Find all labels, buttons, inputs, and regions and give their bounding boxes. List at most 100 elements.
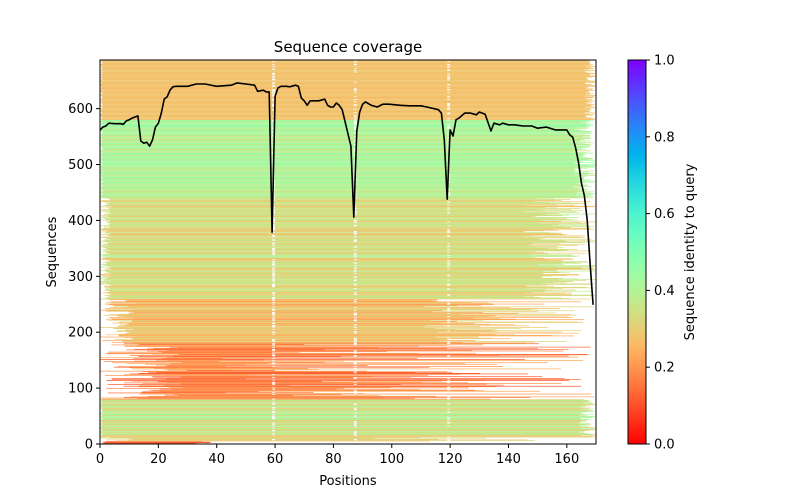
heatmap-gap [353,439,357,441]
heatmap-gap [353,293,357,295]
heatmap-row [101,209,572,210]
heatmap-row [147,347,450,349]
heatmap-gap [447,66,451,68]
heatmap-gap [447,66,451,67]
heatmap-row [101,138,582,140]
heatmap-row [102,403,584,405]
heatmap-row [100,171,589,173]
heatmap-row [123,382,468,384]
heatmap-gap [447,87,451,89]
heatmap-row [100,70,591,72]
heatmap-row [103,243,585,245]
heatmap-gap [272,73,276,75]
heatmap-row [100,85,588,87]
heatmap-row [100,407,580,408]
heatmap-row [102,240,596,242]
heatmap-gap [353,363,357,365]
heatmap-gap [353,144,357,146]
heatmap-gap [353,340,357,342]
heatmap-row [102,181,579,182]
heatmap-row [100,276,543,278]
heatmap-gap [353,423,357,425]
heatmap-row [101,189,584,190]
heatmap-row [109,290,593,292]
heatmap-gap [447,193,451,195]
heatmap-gap [447,137,451,138]
heatmap-gap [272,407,276,409]
heatmap-row [110,302,489,304]
heatmap-row [100,434,592,436]
heatmap-row [101,161,575,163]
heatmap-row [118,316,489,317]
heatmap-row [102,177,585,179]
heatmap-row [102,127,576,129]
heatmap-row [100,370,368,372]
heatmap-gap [353,221,357,223]
heatmap-gap [353,71,357,73]
heatmap-row [102,400,588,402]
heatmap-gap [447,119,451,121]
heatmap-row [101,82,585,84]
heatmap-row [100,123,586,124]
heatmap-row [104,246,536,248]
heatmap-row [100,166,582,168]
heatmap-row [108,224,586,226]
heatmap-row [101,149,579,151]
heatmap-row [101,110,590,112]
heatmap-row [101,119,595,120]
heatmap-row [109,291,544,293]
heatmap-gap [447,261,451,263]
heatmap-row [100,158,593,160]
heatmap-gap [272,248,276,250]
heatmap-row [179,375,374,377]
heatmap-row [124,397,531,398]
heatmap-row [107,290,553,291]
heatmap-row [107,203,588,204]
heatmap-row [101,104,591,106]
heatmap-row [132,321,458,322]
heatmap-gap [447,108,451,109]
heatmap-gap [272,374,276,375]
heatmap-gap [447,64,451,66]
heatmap-row [101,88,593,90]
heatmap-gap [447,264,451,265]
heatmap-row [100,91,589,93]
heatmap-gap [447,418,451,420]
heatmap-gap [353,431,357,432]
heatmap-row [101,270,557,271]
heatmap-row [100,75,596,77]
heatmap-gap [447,411,451,413]
heatmap-row [139,393,592,395]
heatmap-row [105,264,539,266]
heatmap-row [105,310,539,312]
heatmap-row [107,293,525,295]
heatmap-row [101,246,558,247]
heatmap-gap [353,277,357,279]
heatmap-row [106,248,557,250]
heatmap-gap [272,430,276,431]
heatmap-gap [447,322,451,323]
heatmap-gap [272,355,276,356]
heatmap-gap [447,396,451,398]
heatmap-gap [353,231,357,233]
heatmap-row [173,355,569,357]
heatmap-gap [272,91,276,93]
heatmap-gap [353,115,357,117]
heatmap-row [101,134,575,136]
y-tick-label: 0 [85,438,93,453]
heatmap-row [100,169,574,170]
heatmap-row [109,271,560,273]
heatmap-row [101,165,595,166]
heatmap-gap [447,387,451,389]
heatmap-row [106,380,570,381]
heatmap-gap [353,314,357,316]
heatmap-row [100,155,581,157]
heatmap-row [109,286,587,288]
heatmap-row [101,144,574,146]
heatmap-gap [353,318,357,320]
heatmap-gap [272,90,276,91]
heatmap-gap [272,264,276,265]
heatmap-row [100,188,588,190]
heatmap-gap [353,409,357,411]
heatmap-gap [447,436,451,438]
